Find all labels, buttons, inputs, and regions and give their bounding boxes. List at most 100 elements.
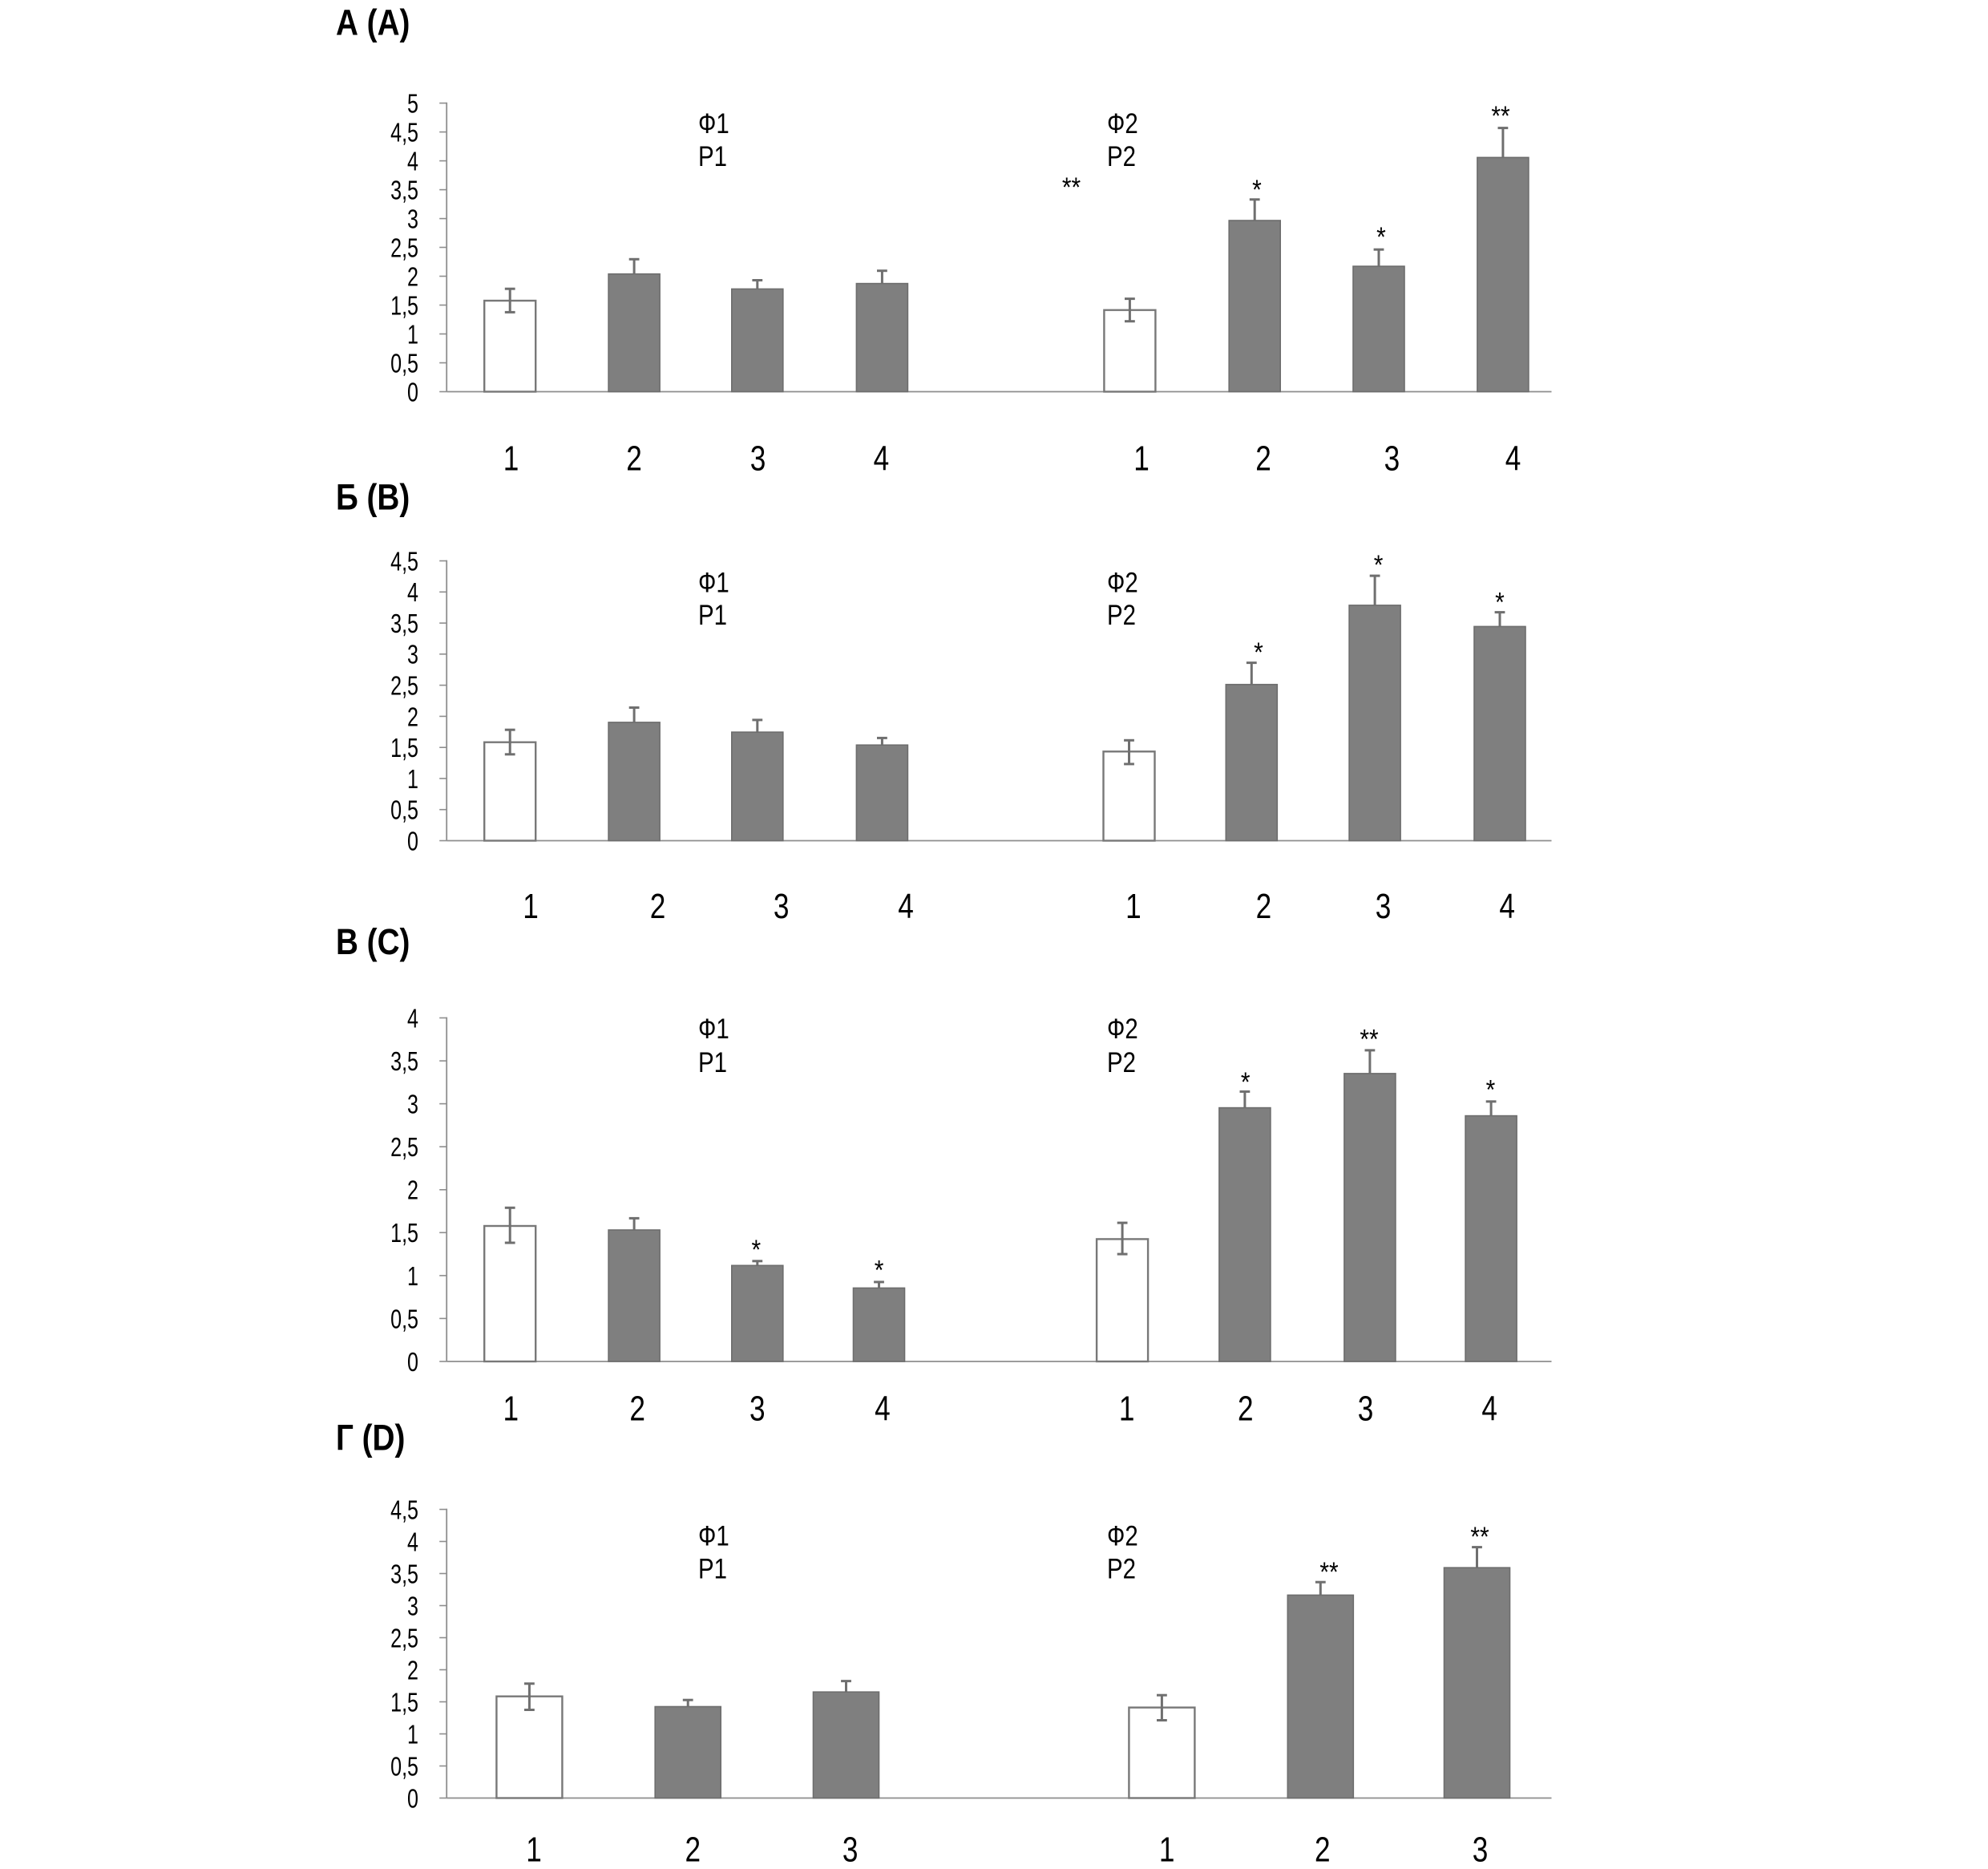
svg-text:4: 4 — [407, 1004, 418, 1034]
svg-text:В (C): В (C) — [336, 921, 410, 961]
svg-text:3: 3 — [1473, 1831, 1489, 1869]
svg-text:4: 4 — [1499, 887, 1515, 926]
svg-text:Ф2: Ф2 — [1107, 1520, 1138, 1551]
svg-text:Р2: Р2 — [1107, 1047, 1136, 1078]
svg-text:Ф1: Ф1 — [698, 1520, 729, 1551]
svg-text:*: * — [1374, 549, 1384, 580]
svg-text:2: 2 — [1255, 439, 1271, 479]
svg-text:3: 3 — [774, 887, 790, 926]
svg-text:**: ** — [1062, 172, 1081, 202]
svg-text:0: 0 — [407, 378, 418, 407]
svg-text:4,5: 4,5 — [390, 547, 418, 576]
svg-text:Р1: Р1 — [698, 1047, 727, 1078]
svg-text:1: 1 — [1119, 1390, 1135, 1429]
svg-text:1: 1 — [407, 1720, 418, 1750]
svg-text:1,5: 1,5 — [390, 1688, 418, 1717]
svg-text:0,5: 0,5 — [390, 1305, 418, 1334]
svg-text:4: 4 — [1481, 1390, 1497, 1429]
svg-text:4: 4 — [898, 887, 914, 926]
svg-text:3,5: 3,5 — [390, 1560, 418, 1589]
svg-text:Ф2: Ф2 — [1107, 567, 1138, 598]
svg-text:1: 1 — [407, 765, 418, 795]
svg-text:2,5: 2,5 — [390, 1133, 418, 1163]
svg-text:4: 4 — [1505, 439, 1521, 479]
svg-text:Р1: Р1 — [698, 1553, 727, 1584]
svg-text:3: 3 — [407, 1592, 418, 1621]
svg-text:4,5: 4,5 — [390, 118, 418, 148]
svg-text:4: 4 — [407, 578, 418, 608]
svg-text:0,5: 0,5 — [390, 795, 418, 825]
svg-text:*: * — [1486, 1074, 1496, 1105]
svg-text:2: 2 — [629, 1390, 645, 1429]
svg-text:1: 1 — [526, 1831, 542, 1869]
svg-text:2: 2 — [1256, 887, 1272, 926]
svg-text:1: 1 — [503, 439, 519, 479]
svg-text:4: 4 — [874, 439, 890, 479]
svg-text:3,5: 3,5 — [390, 1047, 418, 1077]
svg-text:Б (B): Б (B) — [336, 477, 410, 517]
svg-text:*: * — [875, 1255, 884, 1285]
svg-text:1: 1 — [407, 320, 418, 350]
svg-text:1: 1 — [1125, 887, 1141, 926]
svg-text:1: 1 — [1133, 439, 1150, 479]
svg-text:0: 0 — [407, 1348, 418, 1377]
svg-text:*: * — [1241, 1066, 1251, 1097]
svg-text:1: 1 — [1159, 1831, 1175, 1869]
svg-text:Р1: Р1 — [698, 141, 727, 172]
svg-text:**: ** — [1470, 1521, 1489, 1551]
svg-text:3: 3 — [407, 204, 418, 234]
svg-text:2: 2 — [407, 702, 418, 732]
svg-text:**: ** — [1360, 1024, 1378, 1054]
svg-text:2: 2 — [685, 1831, 701, 1869]
svg-text:**: ** — [1491, 100, 1509, 131]
svg-text:3: 3 — [407, 1090, 418, 1119]
svg-text:3: 3 — [1384, 439, 1400, 479]
svg-text:3: 3 — [1376, 887, 1392, 926]
svg-text:3: 3 — [750, 1390, 766, 1429]
svg-text:2,5: 2,5 — [390, 233, 418, 263]
svg-text:3,5: 3,5 — [390, 609, 418, 639]
svg-text:4: 4 — [407, 147, 418, 176]
svg-text:3: 3 — [407, 640, 418, 670]
svg-text:0: 0 — [407, 1784, 418, 1814]
svg-text:*: * — [751, 1234, 761, 1264]
svg-text:0,5: 0,5 — [390, 349, 418, 378]
svg-text:*: * — [1254, 637, 1263, 667]
svg-text:1: 1 — [523, 887, 539, 926]
svg-text:Ф1: Ф1 — [698, 567, 729, 598]
svg-text:2: 2 — [650, 887, 666, 926]
svg-text:Р1: Р1 — [698, 600, 727, 631]
svg-text:2: 2 — [1238, 1390, 1254, 1429]
svg-text:0: 0 — [407, 827, 418, 856]
svg-text:2,5: 2,5 — [390, 1624, 418, 1653]
svg-text:3,5: 3,5 — [390, 176, 418, 205]
svg-text:4,5: 4,5 — [390, 1495, 418, 1525]
svg-text:1: 1 — [503, 1390, 519, 1429]
svg-text:Ф2: Ф2 — [1107, 107, 1138, 139]
svg-text:4: 4 — [875, 1390, 891, 1429]
svg-text:1,5: 1,5 — [390, 734, 418, 763]
svg-text:А (A): А (A) — [336, 2, 410, 42]
svg-text:3: 3 — [1358, 1390, 1374, 1429]
svg-text:*: * — [1495, 587, 1505, 617]
svg-text:Г (D): Г (D) — [336, 1418, 405, 1458]
svg-text:**: ** — [1319, 1556, 1338, 1587]
svg-text:*: * — [1252, 174, 1262, 204]
svg-text:2: 2 — [407, 262, 418, 292]
svg-text:3: 3 — [842, 1831, 859, 1869]
svg-text:Ф1: Ф1 — [698, 1013, 729, 1044]
svg-text:2: 2 — [407, 1175, 418, 1205]
svg-text:2: 2 — [1315, 1831, 1331, 1869]
svg-text:Р2: Р2 — [1107, 141, 1136, 172]
svg-text:Р2: Р2 — [1107, 1553, 1136, 1584]
svg-text:2: 2 — [407, 1656, 418, 1685]
svg-text:5: 5 — [407, 89, 418, 119]
svg-text:1,5: 1,5 — [390, 291, 418, 321]
svg-text:1: 1 — [407, 1262, 418, 1292]
svg-text:Р2: Р2 — [1107, 600, 1136, 631]
svg-text:3: 3 — [750, 439, 766, 479]
svg-text:Ф1: Ф1 — [698, 107, 729, 139]
svg-text:4: 4 — [407, 1527, 418, 1557]
svg-text:Ф2: Ф2 — [1107, 1013, 1138, 1044]
svg-text:1,5: 1,5 — [390, 1219, 418, 1248]
